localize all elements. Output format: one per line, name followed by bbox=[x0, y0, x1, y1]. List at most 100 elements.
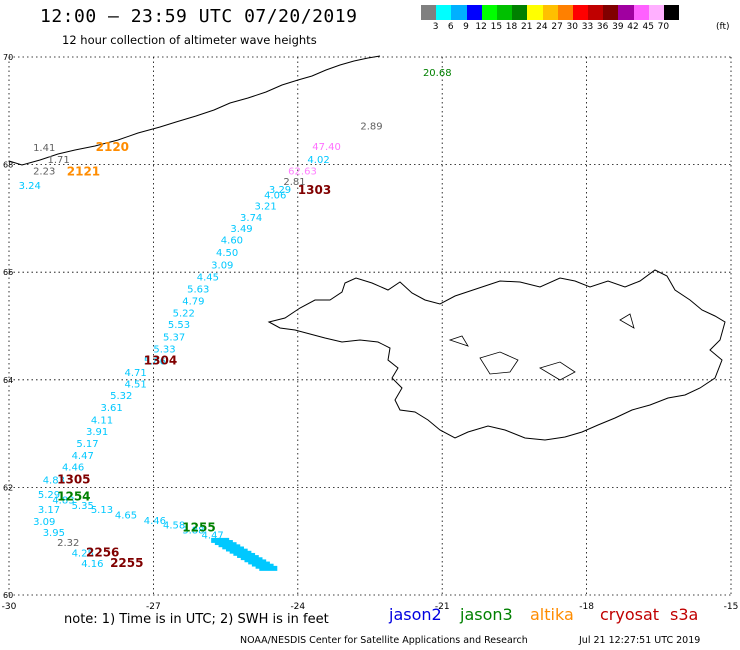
wave-height-value: 3.61 bbox=[100, 403, 122, 414]
pass-time-label: 1304 bbox=[144, 354, 177, 368]
legend-swatch bbox=[512, 5, 528, 20]
legend-label: 15 bbox=[490, 22, 503, 32]
legend-label: 39 bbox=[612, 22, 624, 32]
x-tick-label: -24 bbox=[290, 602, 305, 612]
wave-height-value: 2.81 bbox=[283, 177, 305, 188]
legend-swatch bbox=[648, 5, 664, 20]
legend-label: 27 bbox=[551, 22, 563, 32]
legend-swatch bbox=[542, 5, 558, 20]
pass-time-label: 2120 bbox=[96, 140, 129, 154]
legend-label: 70 bbox=[657, 22, 670, 32]
pass-time-label: 1305 bbox=[57, 473, 90, 487]
axis-labels: -30 -27 -24 -21 -18 -15 70 68 66 64 62 60 bbox=[2, 53, 739, 612]
wave-height-value: 4.46 bbox=[144, 516, 166, 527]
legend-label: 42 bbox=[627, 22, 639, 32]
legend-swatch bbox=[527, 5, 543, 20]
legend-swatch bbox=[481, 5, 497, 20]
legend-label: 24 bbox=[536, 22, 548, 32]
wave-height-value: 4.46 bbox=[62, 463, 84, 474]
footer-note: note: 1) Time is in UTC; 2) SWH is in fe… bbox=[64, 612, 329, 627]
wave-height-value: 4.11 bbox=[91, 415, 113, 426]
legend-swatch bbox=[421, 5, 437, 20]
greenland-coast bbox=[8, 55, 381, 166]
wave-height-value: 3.49 bbox=[230, 224, 252, 235]
legend-label: 33 bbox=[581, 22, 594, 32]
legend-swatch bbox=[451, 5, 467, 20]
y-tick-label: 62 bbox=[3, 483, 13, 492]
y-tick-label: 68 bbox=[3, 161, 13, 170]
wave-height-value: 4.02 bbox=[307, 155, 329, 166]
wave-height-value: 4.79 bbox=[182, 296, 204, 307]
legend-label: 9 bbox=[463, 22, 469, 32]
wave-height-value: 5.17 bbox=[76, 439, 98, 450]
legend-swatch bbox=[633, 5, 649, 20]
legend-label: 45 bbox=[642, 22, 654, 32]
wave-height-value: 3.24 bbox=[19, 181, 41, 192]
wave-height-value: 3.95 bbox=[43, 528, 65, 539]
wave-height-value: 5.32 bbox=[110, 391, 132, 402]
legend-swatch bbox=[618, 5, 634, 20]
credit-line: NOAA/NESDIS Center for Satellite Applica… bbox=[240, 635, 528, 646]
satellite-label-jason3: jason3 bbox=[460, 605, 513, 624]
wave-height-value: 4.16 bbox=[81, 559, 103, 570]
satellite-label-jason2: jason2 bbox=[389, 605, 442, 624]
wave-height-value: 5.35 bbox=[72, 501, 94, 512]
legend-label: 18 bbox=[505, 22, 518, 32]
pass-time-label: 1303 bbox=[298, 183, 331, 197]
pass-time-label: 1255 bbox=[182, 521, 215, 535]
legend-label: 36 bbox=[596, 22, 609, 32]
wave-height-value: 4.47 bbox=[202, 531, 224, 542]
x-tick-label: -18 bbox=[579, 602, 594, 612]
wave-height-value: 4.83 bbox=[43, 476, 65, 487]
map-grid bbox=[8, 56, 732, 596]
pass-time-label: 2255 bbox=[110, 556, 143, 570]
wave-height-value: 4.65 bbox=[115, 511, 137, 522]
wave-height-value: 2.89 bbox=[360, 122, 382, 133]
legend-swatch bbox=[496, 5, 513, 20]
legend-swatch bbox=[588, 5, 604, 20]
satellite-label-s3a: s3a bbox=[670, 605, 699, 624]
legend-label: 3 bbox=[432, 22, 439, 32]
wave-height-value: 3.91 bbox=[86, 427, 108, 438]
y-tick-label: 60 bbox=[3, 591, 13, 600]
color-scale-unit: (ft) bbox=[716, 22, 730, 32]
wave-height-value: 47.40 bbox=[312, 142, 341, 153]
y-tick-label: 64 bbox=[3, 376, 13, 385]
x-tick-label: -30 bbox=[2, 602, 17, 612]
wave-height-value: 5.63 bbox=[187, 285, 209, 296]
wave-height-value: 4.51 bbox=[125, 379, 147, 390]
wave-observations: 20.682.8947.404.0262.632.813.294.063.213… bbox=[19, 68, 452, 570]
legend-swatch bbox=[572, 5, 589, 20]
pass-time-label: 2256 bbox=[86, 545, 119, 559]
wave-height-value: 3.09 bbox=[33, 517, 55, 528]
color-scale-labels: 3 6 9 12 15 18 21 24 27 30 33 36 39 42 45 70 bbox=[421, 22, 671, 32]
x-tick-label: -15 bbox=[724, 602, 739, 612]
wave-height-value: 4.83 bbox=[52, 496, 74, 507]
wave-height-value: 4.47 bbox=[72, 451, 94, 462]
wave-height-value: 3.17 bbox=[38, 505, 60, 516]
wave-height-value: 5.13 bbox=[91, 505, 113, 516]
iceland-inner-lines bbox=[448, 313, 635, 381]
legend-label: 21 bbox=[520, 22, 533, 32]
iceland-coast bbox=[267, 269, 726, 441]
legend-label: 6 bbox=[447, 22, 454, 32]
wave-height-value: 2.32 bbox=[57, 538, 79, 549]
wave-height-value: 5.53 bbox=[168, 320, 190, 331]
wave-height-value: 3.21 bbox=[254, 201, 276, 212]
wave-height-value: 62.63 bbox=[288, 166, 317, 177]
wave-height-value: 5.29 bbox=[38, 490, 60, 501]
cluster-mark bbox=[259, 565, 278, 571]
legend-swatch bbox=[603, 5, 619, 20]
wave-height-value: 4.58 bbox=[163, 520, 185, 531]
wave-height-value: 4.60 bbox=[221, 236, 243, 247]
wave-height-value: 2.23 bbox=[33, 166, 55, 177]
satellite-label-cryosat: cryosat bbox=[600, 605, 660, 624]
wave-height-value: 4.06 bbox=[264, 190, 286, 201]
x-tick-label: -21 bbox=[435, 602, 450, 612]
wave-height-value: 5.33 bbox=[153, 344, 175, 355]
pass-time-label: 1254 bbox=[57, 489, 90, 503]
wave-height-value: 20.68 bbox=[423, 68, 452, 79]
y-tick-label: 66 bbox=[3, 268, 13, 277]
